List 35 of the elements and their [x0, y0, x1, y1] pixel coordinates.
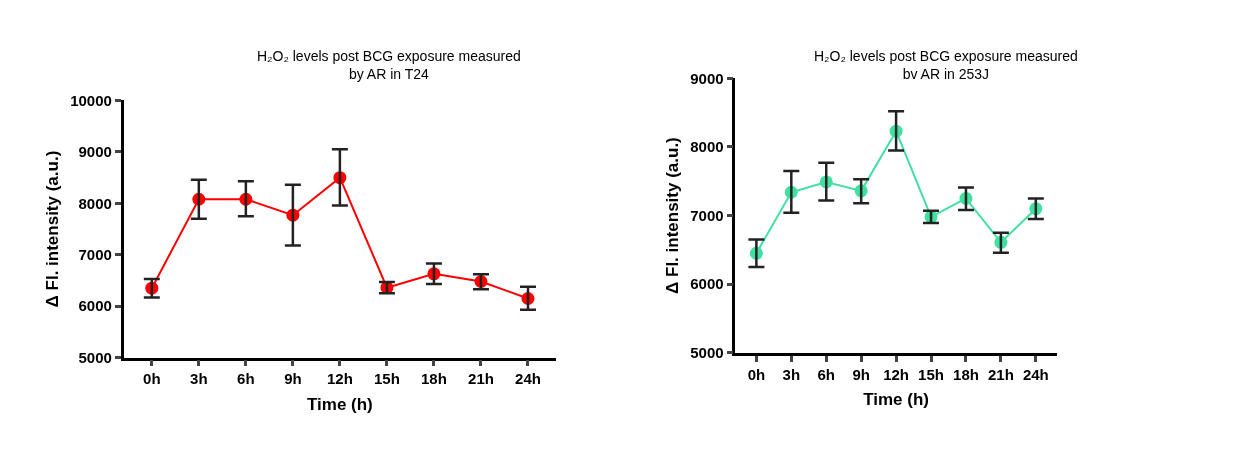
- x-tick-label: 21h: [468, 370, 494, 388]
- x-tick-label: 24h: [515, 370, 541, 388]
- x-tick-label: 12h: [883, 365, 910, 383]
- y-tick-label: 8000: [78, 194, 112, 212]
- x-tick-label: 3h: [190, 370, 208, 388]
- y-tick-label: 5000: [78, 348, 112, 366]
- x-tick-label: 6h: [817, 365, 835, 383]
- x-tick-label: 21h: [987, 365, 1014, 383]
- chart-title: H₂O₂ levels post BCG exposure measured by AR in T24: [257, 48, 521, 83]
- x-tick-label: 18h: [421, 370, 447, 388]
- x-tick-label: 0h: [747, 365, 766, 383]
- x-axis-title: Time (h): [863, 389, 930, 409]
- y-tick-label: 10000: [70, 91, 112, 109]
- y-tick-label: 8000: [690, 138, 724, 156]
- x-tick-label: 0h: [143, 370, 161, 388]
- x-tick-label: 9h: [284, 370, 302, 388]
- y-tick-label: 5000: [690, 344, 724, 362]
- y-tick-label: 7000: [690, 206, 724, 224]
- y-axis-title: Δ Fl. intensity (a.u.): [662, 137, 682, 294]
- y-tick-label: 7000: [78, 246, 112, 264]
- x-tick-label: 15h: [918, 365, 944, 383]
- y-tick-label: 6000: [78, 297, 112, 315]
- y-axis-title: Δ Fl. intensity (a.u.): [42, 150, 62, 308]
- x-tick-label: 15h: [373, 370, 400, 388]
- y-tick-label: 6000: [690, 275, 724, 293]
- x-tick-label: 18h: [953, 365, 979, 383]
- x-tick-label: 6h: [237, 370, 255, 388]
- y-tick-label: 9000: [690, 69, 724, 87]
- y-tick-label: 9000: [78, 143, 112, 161]
- x-tick-label: 24h: [1022, 365, 1049, 383]
- x-tick-label: 9h: [852, 365, 870, 383]
- x-tick-label: 3h: [782, 365, 801, 383]
- x-tick-label: 12h: [326, 370, 353, 388]
- x-axis-title: Time (h): [306, 394, 373, 414]
- chart-title: H₂O₂ levels post BCG exposure measured bv AR in 253J: [814, 48, 1078, 83]
